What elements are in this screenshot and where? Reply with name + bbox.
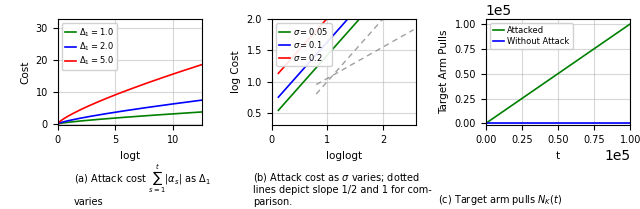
Without Attack xyxy=(623,122,631,125)
X-axis label: t: t xyxy=(556,151,560,161)
$\Delta_1 = 5.0$ xyxy=(119,90,127,93)
$\Delta_1 = 2.0$ xyxy=(79,116,87,119)
$\sigma = 0.05$ xyxy=(324,53,332,56)
$\sigma = 0.1$ xyxy=(303,64,311,66)
$\Delta_1 = 1.0$ xyxy=(54,122,61,125)
$\sigma = 0.05$ xyxy=(323,55,330,57)
$\Delta_1 = 2.0$ xyxy=(119,110,127,112)
$\Delta_1 = 1.0$ xyxy=(163,113,170,116)
$\Delta_1 = 1.0$ xyxy=(119,116,127,119)
$\Delta_1 = 2.0$ xyxy=(163,103,170,106)
Y-axis label: Cost: Cost xyxy=(20,60,30,84)
Legend: $\Delta_1 = 1.0$, $\Delta_1 = 2.0$, $\Delta_1 = 5.0$: $\Delta_1 = 1.0$, $\Delta_1 = 2.0$, $\De… xyxy=(62,23,117,70)
$\Delta_1 = 5.0$ xyxy=(79,107,87,110)
$\sigma = 0.2$ xyxy=(275,72,282,75)
Text: (b) Attack cost as $\sigma$ varies; dotted
lines depict slope 1/2 and 1 for com-: (b) Attack cost as $\sigma$ varies; dott… xyxy=(253,171,431,207)
Line: $\Delta_1 = 2.0$: $\Delta_1 = 2.0$ xyxy=(58,100,202,124)
$\sigma = 0.1$ xyxy=(282,88,289,90)
Attacked xyxy=(550,75,558,77)
Attacked xyxy=(560,68,568,71)
Without Attack xyxy=(550,122,558,125)
$\Delta_1 = 5.0$ xyxy=(150,79,158,82)
$\Delta_1 = 2.0$ xyxy=(91,114,99,117)
Text: (c) Target arm pulls $N_K(t)$: (c) Target arm pulls $N_K(t)$ xyxy=(438,193,563,207)
$\Delta_1 = 2.0$ xyxy=(150,105,158,108)
$\sigma = 0.05$ xyxy=(343,32,351,35)
Attacked xyxy=(627,23,634,25)
$\sigma = 0.2$ xyxy=(323,18,330,20)
Without Attack xyxy=(560,122,568,125)
$\sigma = 0.1$ xyxy=(293,75,301,77)
X-axis label: loglogt: loglogt xyxy=(326,151,362,161)
$\Delta_1 = 2.0$ xyxy=(198,99,206,101)
$\sigma = 0.2$ xyxy=(310,32,318,34)
Text: (a) Attack cost $\sum_{s=1}^{t} |\alpha_s|$ as $\Delta_1$
varies: (a) Attack cost $\sum_{s=1}^{t} |\alpha_… xyxy=(74,162,211,207)
$\Delta_1 = 2.0$ xyxy=(139,107,147,109)
$\sigma = 0.05$ xyxy=(275,109,282,112)
Line: Attacked: Attacked xyxy=(486,24,630,123)
Y-axis label: Target Arm Pulls: Target Arm Pulls xyxy=(439,30,449,114)
Line: $\sigma = 0.1$: $\sigma = 0.1$ xyxy=(278,19,348,97)
$\Delta_1 = 5.0$ xyxy=(163,75,170,78)
Without Attack xyxy=(552,122,559,125)
$\Delta_1 = 5.0$ xyxy=(198,63,206,66)
$\sigma = 0.05$ xyxy=(355,18,363,20)
$\sigma = 0.1$ xyxy=(312,54,319,57)
Attacked xyxy=(552,74,559,77)
Without Attack xyxy=(568,122,576,125)
$\sigma = 0.1$ xyxy=(275,96,282,98)
Line: $\sigma = 0.2$: $\sigma = 0.2$ xyxy=(278,19,326,73)
$\sigma = 0.1$ xyxy=(344,18,351,20)
$\Delta_1 = 1.0$ xyxy=(150,114,158,116)
$\Delta_1 = 5.0$ xyxy=(91,102,99,104)
Y-axis label: log Cost: log Cost xyxy=(231,51,241,93)
Attacked xyxy=(482,122,490,125)
$\sigma = 0.1$ xyxy=(311,55,319,57)
Line: $\sigma = 0.05$: $\sigma = 0.05$ xyxy=(278,19,359,110)
$\sigma = 0.2$ xyxy=(279,67,287,69)
Attacked xyxy=(568,63,576,65)
Without Attack xyxy=(627,122,634,125)
$\Delta_1 = 1.0$ xyxy=(91,119,99,121)
Legend: $\sigma = 0.05$, $\sigma = 0.1$, $\sigma = 0.2$: $\sigma = 0.05$, $\sigma = 0.1$, $\sigma… xyxy=(276,23,332,66)
$\Delta_1 = 1.0$ xyxy=(198,111,206,113)
Without Attack xyxy=(482,122,490,125)
Legend: Attacked, Without Attack: Attacked, Without Attack xyxy=(490,23,573,49)
Attacked xyxy=(623,25,631,27)
Line: $\Delta_1 = 1.0$: $\Delta_1 = 1.0$ xyxy=(58,112,202,124)
Attacked xyxy=(600,41,608,43)
$\Delta_1 = 1.0$ xyxy=(79,120,87,122)
$\sigma = 0.2$ xyxy=(283,62,291,65)
$\sigma = 0.2$ xyxy=(296,48,303,51)
Without Attack xyxy=(600,122,608,125)
$\Delta_1 = 5.0$ xyxy=(139,83,147,86)
$\sigma = 0.2$ xyxy=(289,56,296,59)
Line: $\Delta_1 = 5.0$: $\Delta_1 = 5.0$ xyxy=(58,65,202,124)
$\Delta_1 = 5.0$ xyxy=(54,122,61,125)
$\sigma = 0.2$ xyxy=(278,68,286,70)
$\sigma = 0.05$ xyxy=(348,26,356,29)
$\sigma = 0.05$ xyxy=(275,109,282,111)
$\Delta_1 = 2.0$ xyxy=(54,122,61,125)
$\sigma = 0.05$ xyxy=(323,55,330,57)
$\Delta_1 = 1.0$ xyxy=(139,115,147,117)
X-axis label: logt: logt xyxy=(120,151,140,161)
$\sigma = 0.1$ xyxy=(297,71,305,73)
